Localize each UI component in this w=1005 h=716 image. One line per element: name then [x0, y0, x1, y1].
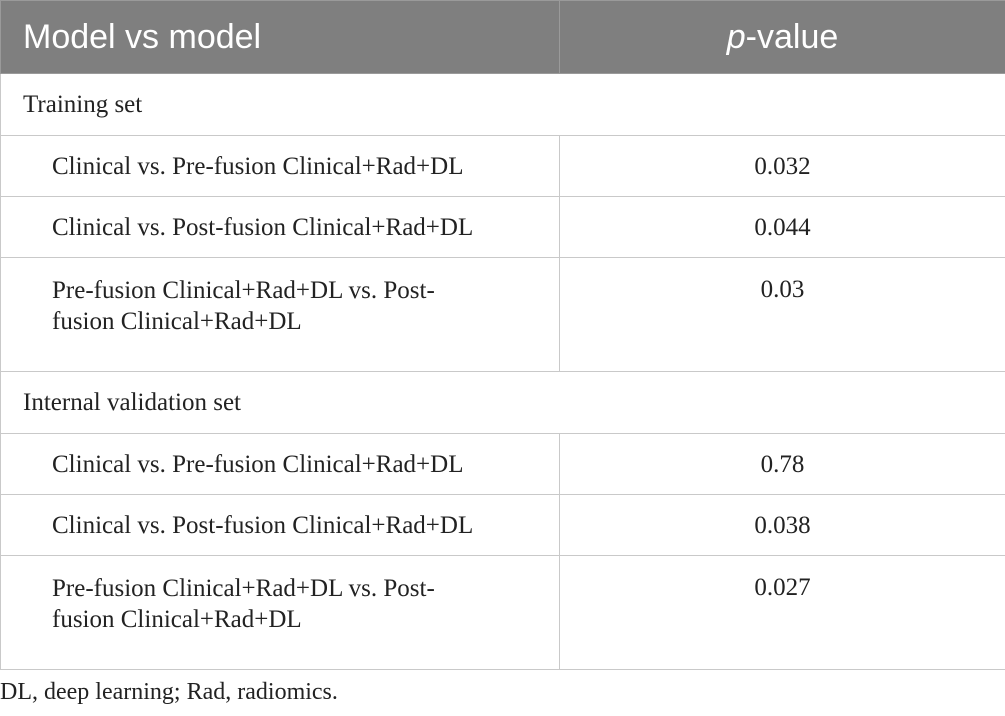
header-p-value: p-value [559, 0, 1005, 74]
comparison-cell: Pre-fusion Clinical+Rad+DL vs. Post-fusi… [0, 257, 560, 372]
p-value-cell: 0.032 [559, 135, 1005, 197]
header-p-rest: -value [745, 17, 839, 56]
table-row: Clinical vs. Pre-fusion Clinical+Rad+DL … [0, 433, 1005, 495]
comparison-line-1: Pre-fusion Clinical+Rad+DL vs. Post- [52, 575, 435, 602]
section-row-training: Training set [0, 73, 1005, 136]
p-value-cell: 0.03 [559, 257, 1005, 372]
header-model-vs-model: Model vs model [0, 0, 560, 74]
comparison-line-1: Pre-fusion Clinical+Rad+DL vs. Post- [52, 277, 435, 304]
comparison-cell: Clinical vs. Pre-fusion Clinical+Rad+DL [0, 135, 560, 197]
p-value-cell: 0.038 [559, 494, 1005, 556]
comparison-line-2: fusion Clinical+Rad+DL [52, 606, 302, 633]
table-row: Clinical vs. Pre-fusion Clinical+Rad+DL … [0, 135, 1005, 197]
comparison-cell: Clinical vs. Post-fusion Clinical+Rad+DL [0, 196, 560, 258]
section-row-internal-validation: Internal validation set [0, 371, 1005, 434]
table-footnote: DL, deep learning; Rad, radiomics. [0, 679, 338, 705]
comparison-cell: Clinical vs. Pre-fusion Clinical+Rad+DL [0, 433, 560, 495]
table-row: Clinical vs. Post-fusion Clinical+Rad+DL… [0, 494, 1005, 556]
p-value-cell: 0.78 [559, 433, 1005, 495]
p-value-cell: 0.044 [559, 196, 1005, 258]
comparison-cell: Clinical vs. Post-fusion Clinical+Rad+DL [0, 494, 560, 556]
comparison-line-2: fusion Clinical+Rad+DL [52, 308, 302, 335]
table-row: Clinical vs. Post-fusion Clinical+Rad+DL… [0, 196, 1005, 258]
pvalue-table: Model vs model p-value Training set Clin… [0, 0, 1005, 670]
section-title: Training set [0, 73, 1005, 136]
section-title: Internal validation set [0, 371, 1005, 434]
comparison-cell: Pre-fusion Clinical+Rad+DL vs. Post-fusi… [0, 555, 560, 670]
table-row: Pre-fusion Clinical+Rad+DL vs. Post-fusi… [0, 555, 1005, 670]
p-value-cell: 0.027 [559, 555, 1005, 670]
header-p-italic: p [726, 17, 746, 56]
table-row: Pre-fusion Clinical+Rad+DL vs. Post-fusi… [0, 257, 1005, 372]
table-header-row: Model vs model p-value [0, 0, 1005, 74]
